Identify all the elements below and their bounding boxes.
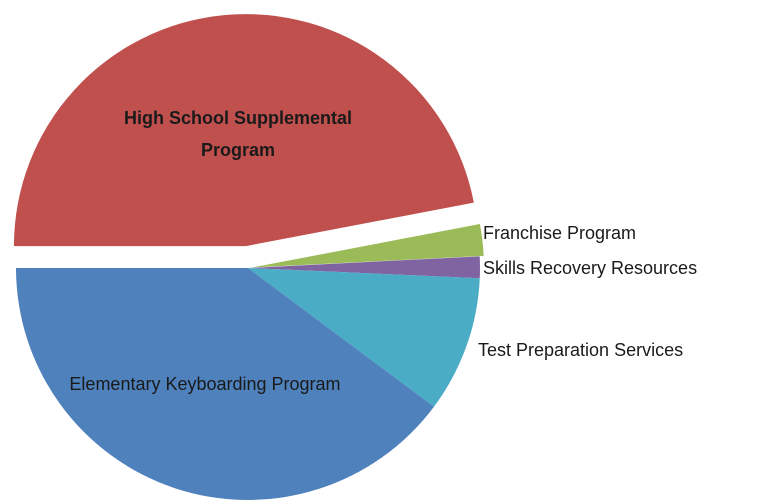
slice-label: High School Supplemental Program bbox=[123, 108, 352, 160]
pie-slice bbox=[248, 268, 480, 407]
pie-slice bbox=[16, 268, 434, 500]
slice-label: Test Preparation Services bbox=[478, 340, 684, 360]
slice-label: Skills Recovery Resources bbox=[483, 258, 698, 278]
pie-slice bbox=[13, 14, 474, 247]
slice-label: Elementary Keyboarding Program bbox=[69, 374, 341, 394]
slice-label: Franchise Program bbox=[483, 223, 637, 243]
pie-slice bbox=[248, 256, 481, 279]
pie-slice bbox=[251, 224, 484, 268]
